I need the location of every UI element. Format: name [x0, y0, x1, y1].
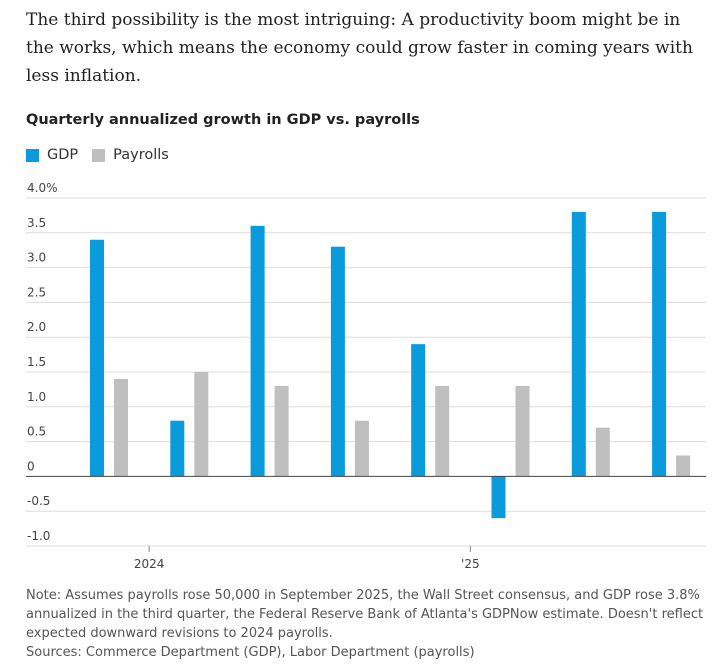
chart-title: Quarterly annualized growth in GDP vs. p… — [26, 112, 420, 128]
bar-payrolls — [114, 378, 128, 477]
legend-label-payrolls: Payrolls — [113, 147, 169, 163]
y-tick-label: 3.0 — [27, 251, 46, 265]
bar-gdp — [652, 211, 667, 477]
bar-payrolls — [274, 385, 289, 477]
bar-gdp — [491, 476, 506, 519]
legend-swatch-gdp — [26, 148, 39, 162]
y-tick-label: 0 — [27, 459, 35, 473]
legend-item-payrolls: Payrolls — [92, 147, 169, 163]
y-tick-label: 1.5 — [27, 355, 46, 369]
y-tick-label: -1.0 — [27, 529, 50, 543]
article-intro-text: The third possibility is the most intrig… — [26, 10, 693, 86]
y-tick-label: 2.0 — [27, 320, 46, 334]
y-tick-label: 3.5 — [27, 216, 46, 230]
bar-payrolls — [595, 427, 610, 477]
x-tick-label: 2024 — [134, 557, 165, 571]
bar-chart: 4.0% 3.5 3.0 2.5 2.0 1.5 1.0 0.5 0 -0.5 -1.0 2024 '2… — [26, 181, 706, 571]
y-tick-label: 0.5 — [27, 425, 46, 439]
footnote-note: Note: Assumes payrolls rose 50,000 in Se… — [26, 588, 704, 641]
legend-label-gdp: GDP — [47, 147, 79, 163]
legend-swatch-payrolls — [92, 148, 106, 162]
bar-gdp — [571, 211, 586, 477]
bar-gdp — [411, 344, 426, 477]
legend-item-gdp: GDP — [26, 147, 78, 163]
y-tick-label: -0.5 — [27, 494, 50, 508]
bar-payrolls — [354, 420, 369, 477]
bar-payrolls — [435, 385, 450, 477]
y-tick-label: 4.0% — [27, 181, 58, 195]
chart-legend: GDP Payrolls — [26, 147, 183, 163]
bar-payrolls — [194, 372, 209, 477]
bar-gdp — [330, 246, 345, 477]
bar-gdp — [170, 420, 185, 477]
bar-gdp — [90, 239, 104, 477]
footnote-sources: Sources: Commerce Department (GDP), Labo… — [26, 645, 475, 660]
bar-payrolls — [676, 455, 691, 477]
x-tick-label: '25 — [461, 557, 480, 571]
bar-gdp — [250, 225, 265, 477]
bar-payrolls — [515, 385, 530, 477]
y-tick-label: 1.0 — [27, 390, 46, 404]
y-tick-label: 2.5 — [27, 285, 46, 299]
chart-footnote: Note: Assumes payrolls rose 50,000 in Se… — [26, 586, 706, 662]
